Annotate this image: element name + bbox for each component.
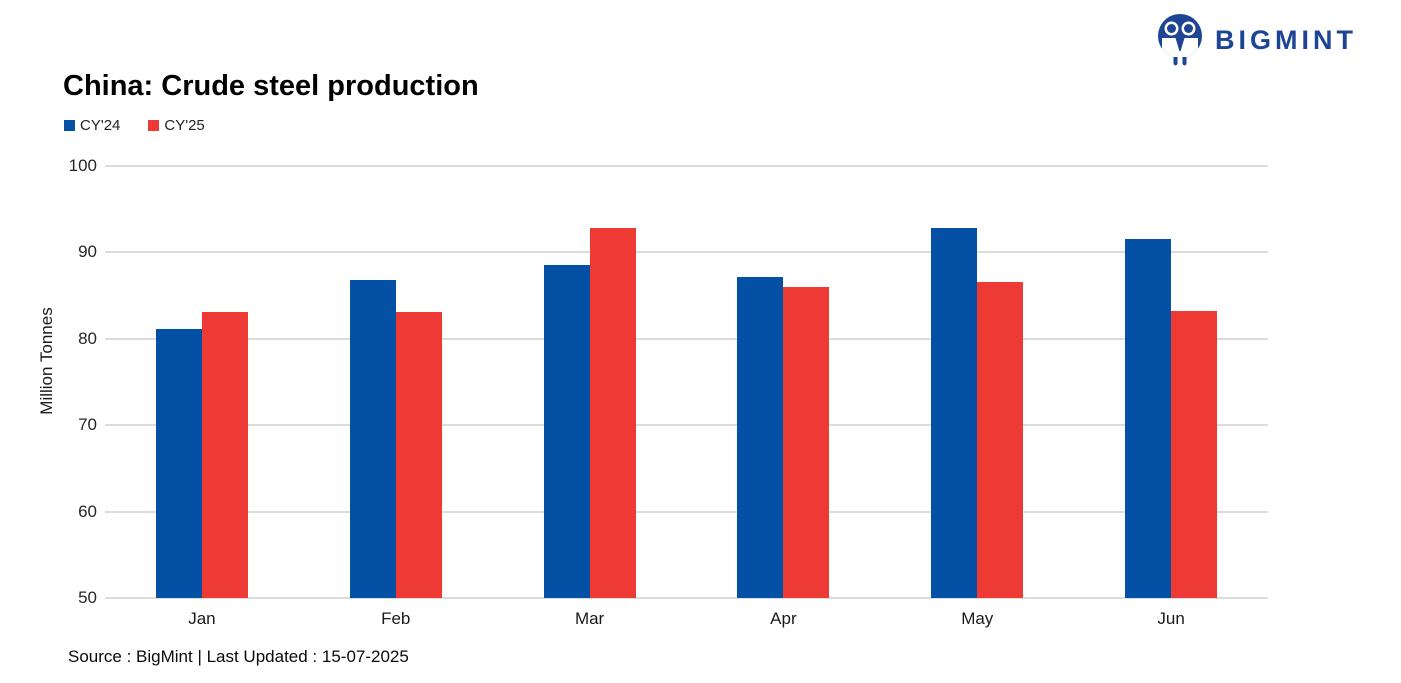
plot-area — [105, 165, 1268, 599]
gridline-100 — [105, 165, 1268, 167]
gridline-50 — [105, 597, 1268, 599]
gridline-80 — [105, 337, 1268, 340]
legend-item-cy24: CY'24 — [64, 117, 120, 134]
bar-cy25-jun — [1171, 311, 1218, 598]
bar-cy25-may — [977, 281, 1024, 598]
bigmint-logo-text: BIGMINT — [1215, 24, 1357, 55]
x-tick-label-apr: Apr — [770, 609, 797, 628]
bar-cy25-feb — [395, 312, 442, 598]
x-tick-label-feb: Feb — [381, 609, 411, 628]
gridline-70 — [105, 424, 1268, 427]
chart-legend: CY'24 CY'25 — [64, 117, 205, 134]
y-tick-label-100: 100 — [68, 156, 97, 175]
gridline-90 — [105, 251, 1268, 254]
x-tick-label-may: May — [961, 609, 994, 628]
y-tick-label-50: 50 — [78, 588, 97, 607]
y-axis-title: Million Tonnes — [37, 307, 56, 415]
legend-item-cy25: CY'25 — [148, 117, 205, 134]
x-tick-label-jan: Jan — [188, 609, 216, 628]
legend-label-cy25: CY'25 — [164, 117, 205, 134]
bar-cy25-mar — [589, 228, 636, 598]
legend-swatch-cy24 — [64, 120, 75, 131]
bar-cy25-jan — [201, 312, 248, 598]
bar-cy24-may — [931, 228, 978, 598]
bigmint-people-icon — [1158, 14, 1202, 66]
bar-cy24-mar — [543, 265, 590, 598]
x-tick-label-jun: Jun — [1157, 609, 1185, 628]
bar-cy25-apr — [783, 286, 830, 598]
bar-cy24-feb — [349, 280, 396, 598]
x-tick-label-mar: Mar — [574, 609, 605, 628]
y-tick-label-80: 80 — [78, 328, 97, 348]
source-caption: Source : BigMint | Last Updated : 15-07-… — [68, 647, 409, 666]
y-tick-label-90: 90 — [78, 242, 97, 262]
gridline-60 — [105, 510, 1268, 513]
y-tick-label-70: 70 — [78, 415, 97, 435]
bigmint-logo: BIGMINT — [1155, 12, 1357, 68]
bar-cy24-jan — [155, 329, 202, 598]
bar-cy24-jun — [1125, 239, 1172, 598]
bar-cy24-apr — [737, 277, 784, 598]
legend-label-cy24: CY'24 — [80, 117, 121, 134]
legend-swatch-cy25 — [148, 120, 160, 131]
y-tick-label-60: 60 — [78, 501, 97, 521]
chart-title: China: Crude steel production — [63, 70, 479, 102]
